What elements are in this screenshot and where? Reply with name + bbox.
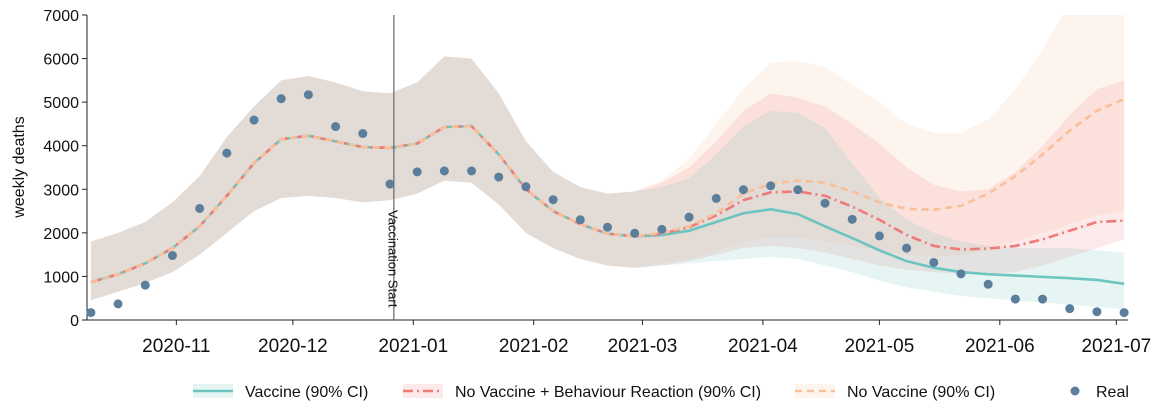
y-tick-label: 6000	[43, 52, 79, 69]
real-point	[195, 203, 205, 213]
real-point	[276, 94, 286, 104]
x-tick-label: 2020-11	[142, 336, 210, 357]
lines	[90, 97, 1125, 286]
x-tick-label: 2021-01	[378, 336, 448, 357]
annotation-label: Vaccination Start	[385, 210, 400, 308]
real-point	[902, 243, 912, 253]
y-tick-label: 0	[70, 313, 79, 330]
real-point	[603, 222, 612, 232]
real-point	[711, 193, 721, 203]
real-point	[222, 148, 232, 158]
legend-marker	[1070, 386, 1080, 396]
real-point	[820, 198, 830, 208]
y-tick-label: 4000	[43, 139, 79, 156]
real-point	[684, 212, 694, 222]
real-point	[738, 185, 748, 195]
real-point	[303, 90, 313, 100]
series-line	[90, 124, 1125, 284]
real-point	[1038, 294, 1048, 304]
real-point	[1010, 294, 1020, 304]
y-tick-label: 2000	[43, 226, 79, 243]
real-point	[956, 269, 966, 279]
real-point	[874, 231, 884, 241]
legend-label: Vaccine (90% CI)	[245, 384, 368, 401]
real-point	[167, 251, 177, 261]
axes: 0 1000 2000 3000 4000 5000 6000 7000 2020-11 2020…	[43, 8, 1151, 357]
real-point	[630, 228, 640, 238]
bands	[90, 15, 1125, 310]
x-tick-label: 2021-05	[845, 336, 915, 357]
ci-band	[90, 15, 1125, 301]
y-tick-label: 7000	[43, 8, 79, 25]
real-point	[847, 214, 857, 224]
real-point	[657, 224, 667, 234]
real-point	[467, 166, 477, 176]
x-tick-label: 2020-12	[258, 336, 328, 357]
y-tick-label: 5000	[43, 95, 79, 112]
real-point	[766, 181, 776, 191]
real-point	[439, 166, 449, 176]
real-point	[793, 185, 803, 195]
x-tick-label: 2021-02	[499, 336, 569, 357]
ci-band	[90, 56, 1125, 301]
real-point	[929, 257, 939, 267]
real-point	[548, 195, 558, 205]
real-point	[1092, 307, 1102, 317]
y-tick-label: 3000	[43, 182, 79, 199]
real-point	[983, 279, 993, 289]
real-point	[1065, 304, 1075, 314]
y-axis-label: weekly deaths	[11, 116, 28, 218]
real-point	[385, 179, 395, 189]
legend-label: Real	[1096, 384, 1129, 401]
real-point	[113, 299, 123, 309]
y-tick-label: 1000	[43, 269, 79, 286]
real-point	[412, 167, 422, 177]
legend-label: No Vaccine + Behaviour Reaction (90% CI)	[455, 384, 761, 401]
x-tick-label: 2021-06	[965, 336, 1035, 357]
real-point	[249, 115, 259, 125]
real-point	[331, 122, 341, 132]
real-point	[1119, 308, 1129, 318]
real-point	[140, 280, 150, 290]
legend-patch	[795, 384, 835, 398]
x-tick-label: 2021-04	[728, 336, 798, 357]
x-tick-label: 2021-07	[1081, 336, 1151, 357]
x-tick-label: 2021-03	[608, 336, 678, 357]
legend-label: No Vaccine (90% CI)	[847, 384, 995, 401]
ci-band	[90, 56, 1125, 310]
real-point	[494, 172, 504, 182]
real-point	[358, 129, 368, 139]
real-point	[575, 215, 585, 225]
series-line	[90, 97, 1125, 284]
real-point	[521, 182, 531, 192]
real-point	[86, 308, 96, 318]
